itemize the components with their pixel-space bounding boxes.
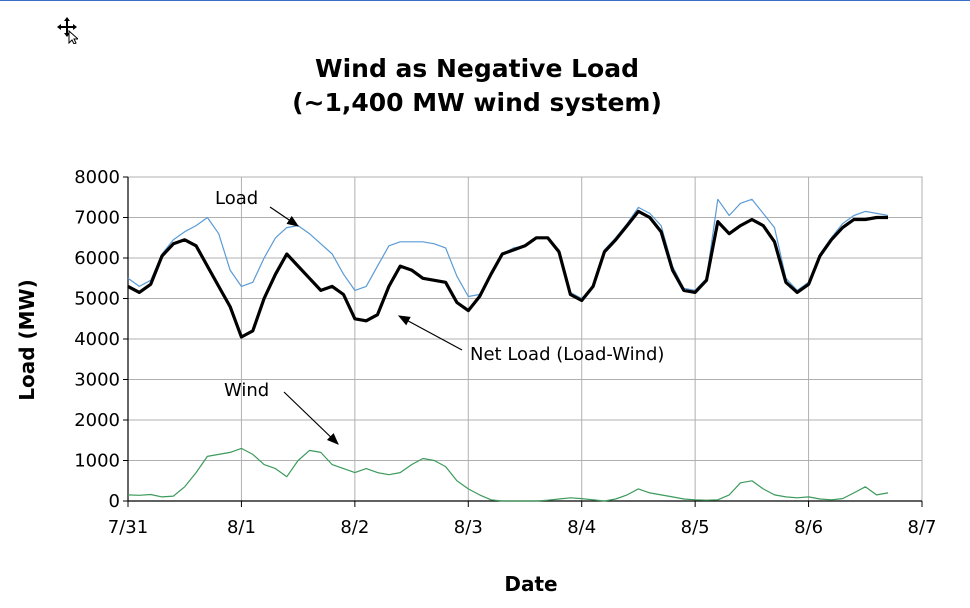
annotation-arrow <box>283 391 339 445</box>
x-tick-label: 8/4 <box>567 517 596 538</box>
x-tick-label: 8/7 <box>908 517 937 538</box>
series-line-net-load-load-wind <box>127 209 888 339</box>
annotation-arrow <box>269 206 299 227</box>
x-tick-label: 8/2 <box>340 517 369 538</box>
annotation-arrow <box>397 315 463 351</box>
x-tick-label: 8/1 <box>227 517 256 538</box>
annotations: Load Net Load (Load-Wind) Wind <box>215 188 664 445</box>
x-tick-label: 7/31 <box>108 517 148 538</box>
x-axis-label: Date <box>504 572 558 596</box>
y-tick-label: 6000 <box>74 248 120 269</box>
y-tick-label: 8000 <box>74 167 120 188</box>
y-tick-label: 5000 <box>74 289 120 310</box>
y-tick-label: 4000 <box>74 329 120 350</box>
annotation-label: Load <box>215 188 258 209</box>
x-tick-label: 8/6 <box>794 517 823 538</box>
y-tick-label: 1000 <box>74 451 120 472</box>
y-tick-label: 2000 <box>74 410 120 431</box>
y-tick-label: 0 <box>109 491 120 512</box>
y-axis-ticks: 0 1000 2000 3000 4000 5000 6000 7000 8000 <box>74 167 128 512</box>
top-border-line <box>0 0 970 1</box>
y-tick-label: 7000 <box>74 208 120 229</box>
chart-title: Wind as Negative Load <box>315 54 639 83</box>
series-line-wind <box>127 447 889 502</box>
y-tick-label: 3000 <box>74 370 120 391</box>
move-cursor-icon <box>57 17 78 44</box>
chart-subtitle: (~1,400 MW wind system) <box>292 88 662 117</box>
x-tick-label: 8/5 <box>681 517 710 538</box>
annotation-label: Wind <box>224 380 269 401</box>
series-group <box>127 198 889 502</box>
x-tick-label: 8/3 <box>454 517 483 538</box>
annotation-label: Net Load (Load-Wind) <box>470 344 664 365</box>
